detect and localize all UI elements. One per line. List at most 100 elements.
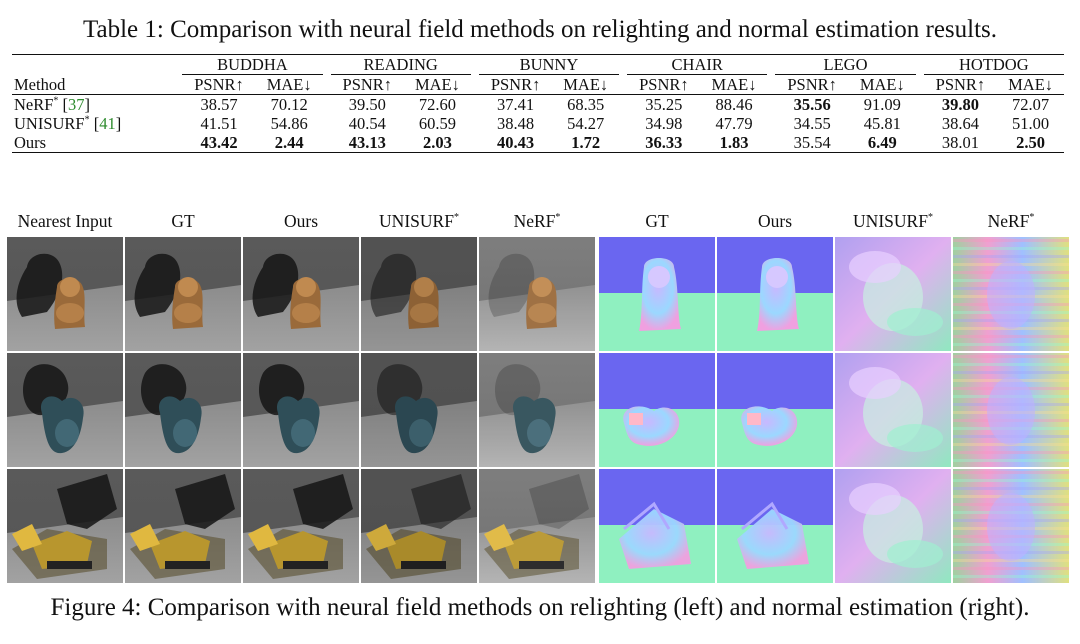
metric-value: 72.07 [1012, 95, 1050, 114]
relight-reading-gt-image [125, 353, 241, 467]
metric-value: 6.49 [867, 133, 897, 152]
metric-value: 2.50 [1016, 133, 1046, 152]
relight-reading-nerf-image [479, 353, 595, 467]
column-header: GT [171, 211, 195, 231]
relight-lego-nerf-image [479, 469, 595, 583]
metric-value: 39.80 [941, 95, 979, 114]
normal-reading-nerf-image [953, 353, 1069, 467]
metric-header: PSNR↑ [490, 75, 541, 94]
table-row: Ours 43.42 2.44 43.13 2.03 40.43 1.72 36.33 1.83… [12, 133, 1064, 153]
metric-value: 38.64 [941, 114, 979, 133]
column-header: NeRF* [513, 211, 561, 231]
table-row: UNISURF* [41] 41.51 54.86 40.54 60.59 38.48 54… [12, 114, 1064, 133]
relight-lego-input-image [7, 469, 123, 583]
column-header: UNISURF* [379, 211, 459, 231]
normal-lego-gt-image [599, 469, 715, 583]
normal-reading-ours-image [717, 353, 833, 467]
metric-value: 88.46 [715, 95, 753, 114]
metric-value: 36.33 [645, 133, 683, 152]
relight-buddha-nerf-image [479, 237, 595, 351]
group-header: BUNNY [478, 54, 620, 75]
metric-value: 34.55 [793, 114, 831, 133]
relight-buddha-gt-image [125, 237, 241, 351]
metric-value: 54.27 [567, 114, 605, 133]
method-name: NeRF* [37] [14, 95, 91, 114]
metric-value: 38.57 [200, 95, 238, 114]
column-header: UNISURF* [853, 211, 933, 231]
metric-header: MAE↓ [414, 75, 460, 94]
metric-value: 91.09 [863, 95, 901, 114]
metric-value: 54.86 [270, 114, 308, 133]
metric-value: 47.79 [715, 114, 753, 133]
metric-value: 2.44 [274, 133, 304, 152]
metric-value: 43.13 [348, 133, 386, 152]
comparison-table: BUDDHA READING BUNNY CHAIR LEGO HOTDOG M… [12, 54, 1064, 153]
citation-link[interactable]: 37 [68, 95, 85, 114]
metric-header: PSNR↑ [342, 75, 393, 94]
metric-value: 60.59 [418, 114, 456, 133]
metric-header: MAE↓ [266, 75, 312, 94]
relight-lego-unisurf-image [361, 469, 477, 583]
metric-value: 35.54 [793, 133, 831, 152]
metric-value: 68.35 [567, 95, 605, 114]
metric-value: 40.54 [348, 114, 386, 133]
normal-buddha-gt-image [599, 237, 715, 351]
relight-lego-ours-image [243, 469, 359, 583]
relight-reading-unisurf-image [361, 353, 477, 467]
metric-value: 35.25 [645, 95, 683, 114]
metric-header: PSNR↑ [639, 75, 689, 94]
column-header: Nearest Input [17, 211, 113, 231]
normal-lego-ours-image [717, 469, 833, 583]
column-header: NeRF* [987, 211, 1035, 231]
group-header: LEGO [775, 54, 916, 75]
citation-link[interactable]: 41 [99, 114, 116, 133]
metric-value: 35.56 [793, 95, 831, 114]
relight-reading-ours-image [243, 353, 359, 467]
group-header: HOTDOG [923, 54, 1064, 75]
metric-value: 40.43 [497, 133, 535, 152]
group-header: CHAIR [627, 54, 768, 75]
figure-caption: Figure 4: Comparison with neural field m… [50, 594, 1030, 621]
metric-value: 72.60 [418, 95, 456, 114]
relight-buddha-unisurf-image [361, 237, 477, 351]
group-header: BUDDHA [182, 54, 323, 75]
metric-value: 2.03 [423, 133, 452, 152]
table-row: NeRF* [37] 38.57 70.12 39.50 72.60 37.41 68.35… [12, 94, 1064, 114]
metric-value: 70.12 [270, 95, 308, 114]
group-header: READING [330, 54, 471, 75]
metric-header: MAE↓ [859, 75, 905, 94]
method-header: Method [14, 74, 66, 94]
metric-header: PSNR↑ [787, 75, 837, 94]
relight-lego-gt-image [125, 469, 241, 583]
relight-reading-input-image [7, 353, 123, 467]
normal-lego-nerf-image [953, 469, 1069, 583]
metric-value: 51.00 [1012, 114, 1050, 133]
column-header: Ours [283, 211, 319, 231]
table-caption: Table 1: Comparison with neural field me… [82, 16, 998, 43]
normal-buddha-ours-image [717, 237, 833, 351]
metric-value: 34.98 [645, 114, 683, 133]
metric-value: 45.81 [863, 114, 901, 133]
relight-buddha-input-image [7, 237, 123, 351]
metric-header: MAE↓ [711, 75, 757, 94]
metric-value: 43.42 [200, 133, 238, 152]
normal-buddha-unisurf-image [835, 237, 951, 351]
metric-header: MAE↓ [1008, 75, 1054, 94]
column-header: GT [645, 211, 669, 231]
metric-value: 38.48 [497, 114, 535, 133]
metric-header: MAE↓ [563, 75, 609, 94]
normal-reading-unisurf-image [835, 353, 951, 467]
metric-value: 1.83 [719, 133, 749, 152]
column-header: Ours [757, 211, 793, 231]
metric-value: 39.50 [348, 95, 386, 114]
relight-buddha-ours-image [243, 237, 359, 351]
metric-value: 1.72 [571, 133, 601, 152]
metric-value: 41.51 [200, 114, 238, 133]
normal-lego-unisurf-image [835, 469, 951, 583]
method-name: Ours [14, 133, 47, 152]
metric-header: PSNR↑ [935, 75, 986, 94]
metric-value: 37.41 [497, 95, 535, 114]
metric-header: PSNR↑ [194, 75, 244, 94]
metric-value: 38.01 [941, 133, 979, 152]
normal-reading-gt-image [599, 353, 715, 467]
